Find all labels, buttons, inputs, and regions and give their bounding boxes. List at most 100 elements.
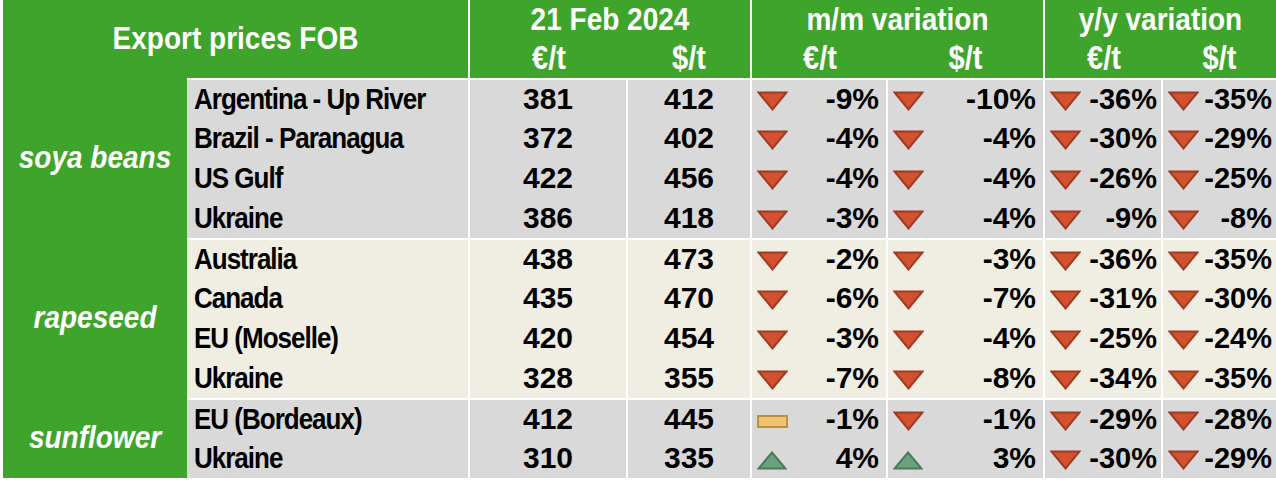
yy-eur-cell: -29%: [1045, 398, 1163, 438]
mm-usd-cell: -4%: [888, 118, 1045, 158]
price-usd-cell: 335: [628, 438, 752, 478]
price-eur-cell: 381: [470, 78, 628, 118]
yy-usd-cell: -29%: [1163, 118, 1276, 158]
price-usd-cell: 473: [628, 238, 752, 278]
down-triangle-icon: [1168, 330, 1199, 350]
country-cell: Ukraine: [187, 198, 470, 238]
mm-eur-cell: -2%: [752, 238, 888, 278]
mm-usd-cell: -1%: [888, 398, 1045, 438]
country-cell: US Gulf: [187, 158, 470, 198]
price-usd-cell: 454: [628, 318, 752, 358]
down-triangle-icon: [757, 330, 788, 350]
down-triangle-icon: [893, 91, 924, 111]
price-usd-cell: 402: [628, 118, 752, 158]
down-triangle-icon: [1050, 330, 1081, 350]
mm-eur-cell: -6%: [752, 278, 888, 318]
mm-usd-cell: -4%: [888, 198, 1045, 238]
col-header-eur: €/t: [470, 39, 628, 78]
down-triangle-icon: [1050, 91, 1081, 111]
yy-eur-cell: -31%: [1045, 278, 1163, 318]
down-triangle-icon: [1168, 411, 1199, 431]
down-triangle-icon: [1168, 91, 1199, 111]
mm-eur-cell: -4%: [752, 158, 888, 198]
down-triangle-icon: [1168, 130, 1199, 150]
mm-eur-cell: -3%: [752, 198, 888, 238]
down-triangle-icon: [893, 130, 924, 150]
yy-usd-cell: -30%: [1163, 278, 1276, 318]
price-usd-cell: 470: [628, 278, 752, 318]
down-triangle-icon: [757, 290, 788, 310]
date-header: 21 Feb 2024: [470, 0, 752, 39]
price-usd-cell: 418: [628, 198, 752, 238]
export-prices-table: Export prices FOB 21 Feb 2024 m/m variat…: [3, 0, 1276, 478]
yy-usd-cell: -35%: [1163, 238, 1276, 278]
price-eur-cell: 422: [470, 158, 628, 198]
price-eur-cell: 412: [470, 398, 628, 438]
price-eur-cell: 420: [470, 318, 628, 358]
col-header-yy-eur: €/t: [1045, 39, 1163, 78]
country-cell: Ukraine: [187, 358, 470, 398]
down-triangle-icon: [1050, 130, 1081, 150]
col-header-yy-usd: $/t: [1163, 39, 1276, 78]
price-usd-cell: 445: [628, 398, 752, 438]
country-cell: Brazil - Paranagua: [187, 118, 470, 158]
down-triangle-icon: [757, 370, 788, 390]
price-usd-cell: 456: [628, 158, 752, 198]
down-triangle-icon: [1050, 290, 1081, 310]
price-usd-cell: 412: [628, 78, 752, 118]
down-triangle-icon: [1168, 370, 1199, 390]
yy-eur-cell: -36%: [1045, 238, 1163, 278]
yy-eur-cell: -25%: [1045, 318, 1163, 358]
yy-eur-cell: -9%: [1045, 198, 1163, 238]
yy-usd-cell: -25%: [1163, 158, 1276, 198]
mm-eur-cell: -9%: [752, 78, 888, 118]
mm-usd-cell: -7%: [888, 278, 1045, 318]
yy-usd-cell: -35%: [1163, 358, 1276, 398]
mm-eur-cell: -1%: [752, 398, 888, 438]
price-eur-cell: 328: [470, 358, 628, 398]
yy-usd-cell: -35%: [1163, 78, 1276, 118]
up-triangle-icon: [893, 451, 923, 470]
country-cell: Canada: [187, 278, 470, 318]
country-cell: EU (Moselle): [187, 318, 470, 358]
down-triangle-icon: [1168, 251, 1199, 271]
down-triangle-icon: [1168, 210, 1199, 230]
down-triangle-icon: [1050, 170, 1081, 190]
down-triangle-icon: [893, 330, 924, 350]
yy-eur-cell: -30%: [1045, 118, 1163, 158]
mm-variation-header: m/m variation: [752, 0, 1045, 39]
down-triangle-icon: [757, 251, 788, 271]
yy-usd-cell: -8%: [1163, 198, 1276, 238]
table-title: Export prices FOB: [3, 0, 470, 78]
down-triangle-icon: [1050, 450, 1081, 470]
yy-eur-cell: -26%: [1045, 158, 1163, 198]
price-eur-cell: 435: [470, 278, 628, 318]
down-triangle-icon: [1050, 210, 1081, 230]
group-label-sunflower: sunflower: [3, 398, 187, 478]
flat-bar-icon: [757, 415, 788, 428]
country-cell: Argentina - Up River: [187, 78, 470, 118]
mm-usd-cell: -4%: [888, 318, 1045, 358]
down-triangle-icon: [893, 210, 924, 230]
group-label-soya-beans: soya beans: [3, 78, 187, 238]
mm-usd-cell: -10%: [888, 78, 1045, 118]
up-triangle-icon: [757, 451, 787, 470]
mm-eur-cell: -7%: [752, 358, 888, 398]
mm-usd-cell: -3%: [888, 238, 1045, 278]
col-header-usd: $/t: [628, 39, 752, 78]
down-triangle-icon: [893, 251, 924, 271]
down-triangle-icon: [1050, 370, 1081, 390]
down-triangle-icon: [757, 91, 788, 111]
yy-usd-cell: -28%: [1163, 398, 1276, 438]
down-triangle-icon: [893, 370, 924, 390]
price-eur-cell: 386: [470, 198, 628, 238]
down-triangle-icon: [1168, 170, 1199, 190]
price-eur-cell: 372: [470, 118, 628, 158]
down-triangle-icon: [893, 170, 924, 190]
down-triangle-icon: [757, 210, 788, 230]
yy-eur-cell: -34%: [1045, 358, 1163, 398]
price-eur-cell: 310: [470, 438, 628, 478]
country-cell: Ukraine: [187, 438, 470, 478]
down-triangle-icon: [1168, 450, 1199, 470]
col-header-mm-eur: €/t: [752, 39, 888, 78]
